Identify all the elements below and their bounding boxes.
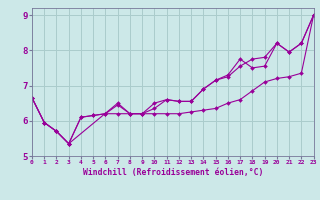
X-axis label: Windchill (Refroidissement éolien,°C): Windchill (Refroidissement éolien,°C) <box>83 168 263 177</box>
